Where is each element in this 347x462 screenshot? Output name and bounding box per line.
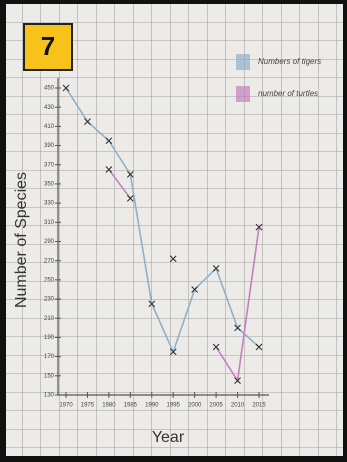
- x-tick-label: 1995: [167, 403, 181, 409]
- x-tick-label: 1970: [59, 403, 73, 409]
- screenshot: 7 Number of Species Year 130 150 170 190 210…: [0, 0, 347, 462]
- y-tick-label: 450: [44, 86, 55, 92]
- x-tick-label: 2000: [188, 403, 202, 409]
- y-tick-label: 270: [44, 258, 55, 264]
- y-tick-label: 350: [44, 182, 55, 188]
- x-tick-label: 2010: [231, 403, 245, 409]
- y-tick-label: 250: [44, 277, 55, 283]
- x-tick-label: 1975: [81, 403, 95, 409]
- y-tick-label: 410: [44, 124, 55, 130]
- y-tick-label: 290: [44, 239, 55, 245]
- badge-text: 7: [41, 31, 55, 61]
- y-tick-label: 210: [44, 316, 55, 322]
- legend-label: Numbers of tigers: [258, 57, 321, 66]
- legend-swatch: [236, 86, 250, 102]
- x-tick-label: 1980: [102, 403, 116, 409]
- x-tick-label: 1985: [124, 403, 138, 409]
- y-tick-label: 310: [44, 220, 55, 226]
- x-axis-label: Year: [152, 429, 185, 446]
- y-tick-label: 130: [44, 393, 55, 399]
- x-tick-label: 2005: [209, 403, 223, 409]
- graph-grid: [6, 4, 343, 456]
- y-tick-label: 370: [44, 162, 55, 168]
- y-tick-label: 150: [44, 373, 55, 379]
- y-tick-label: 390: [44, 143, 55, 149]
- legend-label: number of turtles: [258, 89, 318, 98]
- y-axis-label: Number of Species: [13, 172, 30, 308]
- x-tick-label: 1990: [145, 403, 159, 409]
- y-tick-label: 190: [44, 335, 55, 341]
- x-tick-label: 2015: [252, 403, 266, 409]
- y-tick-label: 230: [44, 297, 55, 303]
- legend-swatch: [236, 54, 250, 70]
- y-tick-label: 430: [44, 105, 55, 111]
- y-tick-label: 330: [44, 201, 55, 207]
- chart: 7 Number of Species Year 130 150 170 190 210…: [0, 0, 347, 462]
- y-tick-label: 170: [44, 354, 55, 360]
